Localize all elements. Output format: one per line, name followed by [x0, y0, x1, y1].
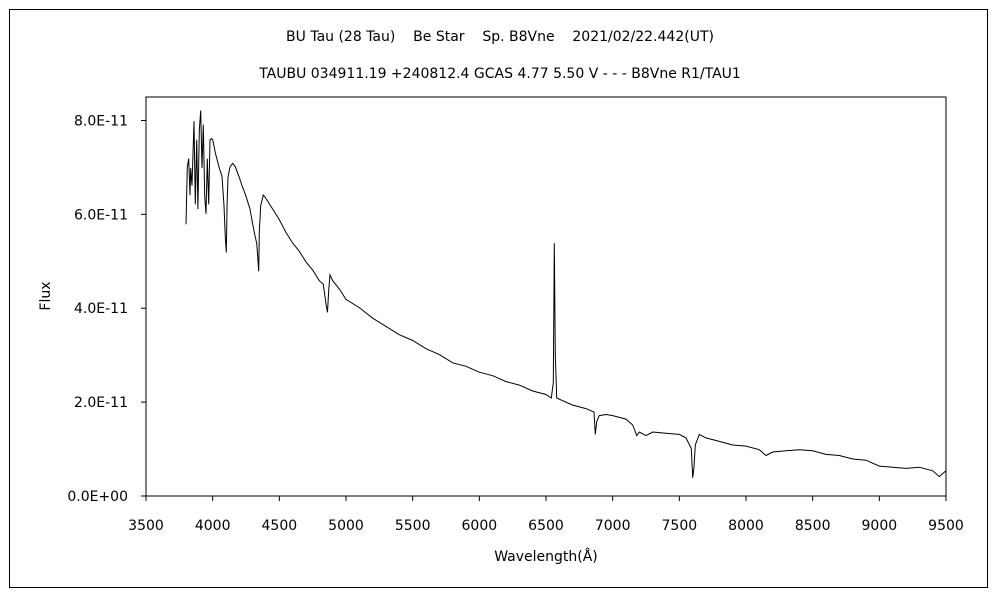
- series-layer: [185, 110, 947, 478]
- y-tick-label: 2.0E-11: [74, 395, 128, 411]
- y-tick-label: 4.0E-11: [74, 301, 128, 317]
- x-tick-label: 4000: [195, 518, 231, 534]
- chart-subtitle: TAUBU 034911.19 +240812.4 GCAS 4.77 5.50…: [259, 66, 741, 82]
- y-tick-label: 0.0E+00: [67, 489, 128, 505]
- x-tick-label: 3500: [128, 518, 164, 534]
- x-tick-label: 9000: [862, 518, 898, 534]
- x-tick-label: 5500: [395, 518, 431, 534]
- x-tick-label: 4500: [262, 518, 298, 534]
- x-axis: 3500 4000 4500 5000 5500 6000 6500 7000 7500 8000…: [128, 496, 964, 534]
- chart-title: BU Tau (28 Tau) Be Star Sp. B8Vne 2021/0…: [286, 29, 714, 45]
- x-tick-label: 6500: [528, 518, 564, 534]
- y-axis-title: Flux: [38, 281, 54, 310]
- x-tick-label: 6000: [462, 518, 498, 534]
- x-tick-label: 7500: [662, 518, 698, 534]
- y-axis: 0.0E+00 2.0E-11 4.0E-11 6.0E-11 8.0E-11: [67, 113, 146, 505]
- x-tick-label: 8500: [795, 518, 831, 534]
- plot-area: [145, 96, 947, 497]
- y-tick-label: 6.0E-11: [74, 207, 128, 223]
- chart-frame: [9, 9, 988, 588]
- y-tick-label: 8.0E-11: [74, 113, 128, 129]
- spectrum-line: [185, 110, 947, 478]
- x-axis-title: Wavelength(Å): [494, 548, 598, 565]
- x-tick-label: 9500: [928, 518, 964, 534]
- x-tick-label: 8000: [728, 518, 764, 534]
- x-tick-label: 5000: [328, 518, 364, 534]
- x-tick-label: 7000: [595, 518, 631, 534]
